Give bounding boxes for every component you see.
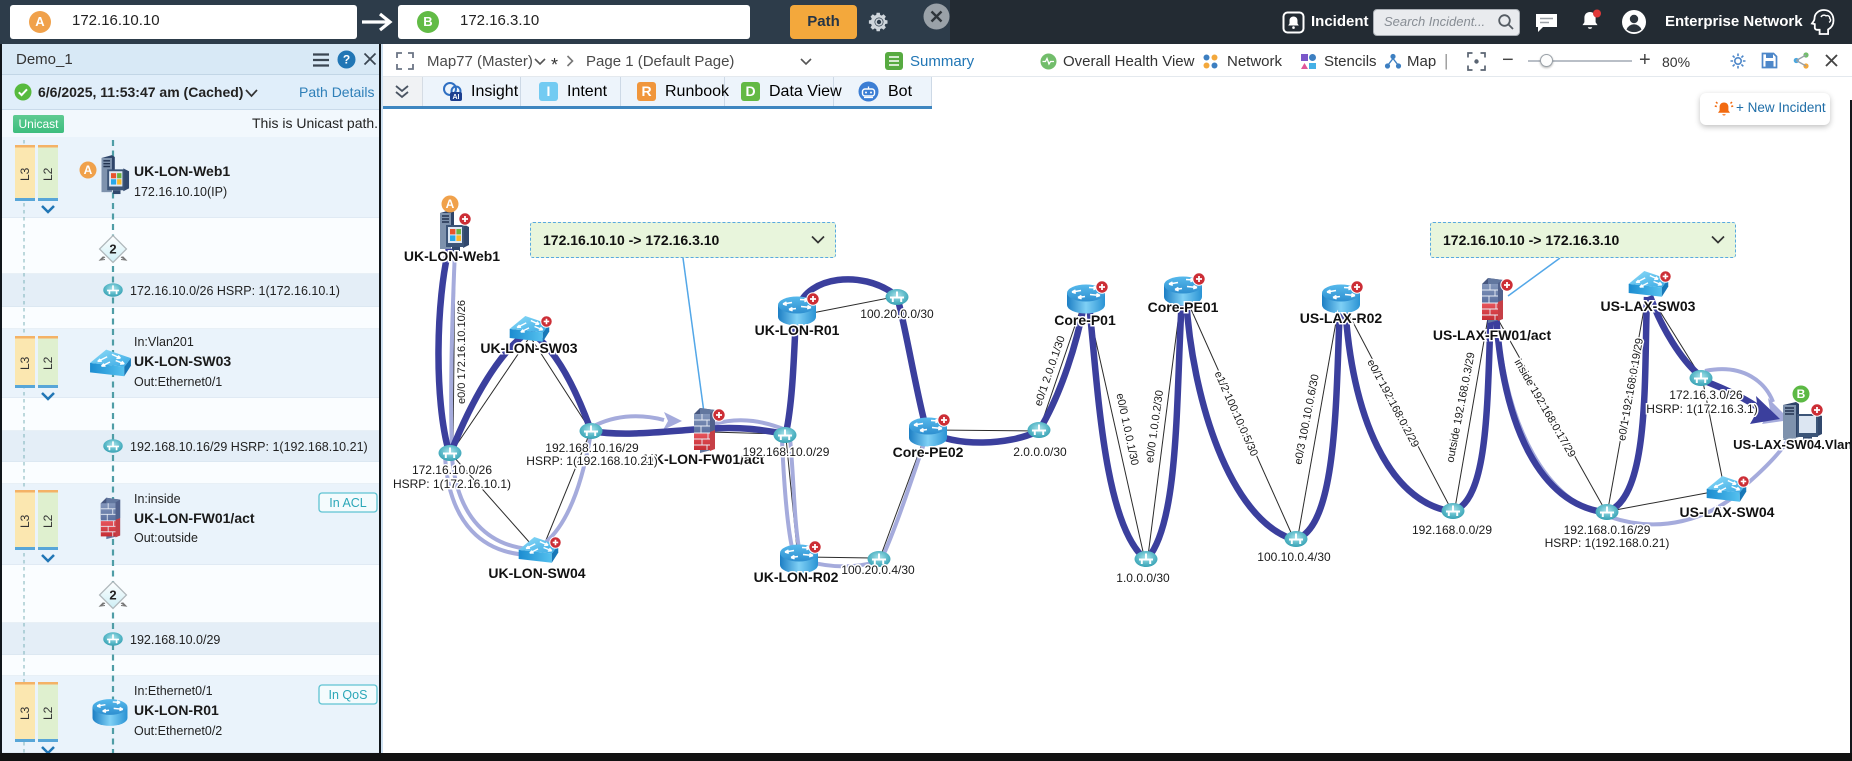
- svg-text:L3: L3: [18, 514, 32, 528]
- svg-text:In:inside: In:inside: [134, 492, 181, 506]
- svg-text:Out:Ethernet0/1: Out:Ethernet0/1: [134, 375, 222, 389]
- svg-text:UK-LON-Web1: UK-LON-Web1: [404, 248, 500, 264]
- svg-text:e0/0 1.0.0.1/30: e0/0 1.0.0.1/30: [1113, 392, 1140, 466]
- svg-text:?: ?: [343, 53, 350, 67]
- svg-text:US-LAX-R02: US-LAX-R02: [1300, 310, 1383, 326]
- svg-text:UK-LON-SW03: UK-LON-SW03: [134, 353, 231, 369]
- svg-text:100.20.0.4/30: 100.20.0.4/30: [841, 563, 915, 577]
- svg-text:L3: L3: [18, 356, 32, 370]
- svg-text:192.168.0.16/29: 192.168.0.16/29: [1564, 523, 1651, 537]
- svg-text:Out:outside: Out:outside: [134, 531, 198, 545]
- svg-text:UK-LON-SW04: UK-LON-SW04: [488, 565, 585, 581]
- svg-text:L2: L2: [41, 167, 55, 181]
- svg-text:L3: L3: [18, 706, 32, 720]
- svg-text:100.10.0.4/30: 100.10.0.4/30: [1257, 550, 1331, 564]
- svg-text:US-LAX-SW04.Vlan20: US-LAX-SW04.Vlan20: [1733, 437, 1852, 452]
- svg-text:UK-LON-FW01/act: UK-LON-FW01/act: [644, 451, 765, 467]
- svg-text:In ACL: In ACL: [329, 496, 367, 510]
- svg-text:2: 2: [109, 588, 116, 603]
- svg-text:US-LAX-SW04: US-LAX-SW04: [1680, 504, 1775, 520]
- svg-text:L2: L2: [41, 706, 55, 720]
- svg-text:UK-LON-R02: UK-LON-R02: [754, 569, 839, 585]
- svg-text:US-LAX-SW03: US-LAX-SW03: [1601, 298, 1696, 314]
- svg-text:UK-LON-SW03: UK-LON-SW03: [480, 340, 577, 356]
- svg-text:HSRP: 1(192.168.10.21): HSRP: 1(192.168.10.21): [526, 454, 657, 468]
- svg-text:In QoS: In QoS: [329, 688, 368, 702]
- svg-text:192.168.0.0/29: 192.168.0.0/29: [1412, 523, 1492, 537]
- svg-text:Core-PE01: Core-PE01: [1148, 299, 1219, 315]
- svg-text:e0/0 1.0.0.2/30: e0/0 1.0.0.2/30: [1144, 389, 1166, 463]
- svg-text:B: B: [1797, 387, 1806, 401]
- svg-text:100.20.0.0/30: 100.20.0.0/30: [860, 307, 934, 321]
- svg-text:US-LAX-FW01/act: US-LAX-FW01/act: [1433, 327, 1552, 343]
- svg-text:172.16.10.0/26 HSRP: 1(172.16.: 172.16.10.0/26 HSRP: 1(172.16.10.1): [130, 284, 340, 298]
- svg-text:In:Vlan201: In:Vlan201: [134, 335, 194, 349]
- svg-text:172.16.10.10(IP): 172.16.10.10(IP): [134, 185, 227, 199]
- svg-text:UK-LON-R01: UK-LON-R01: [755, 322, 840, 338]
- svg-text:AI: AI: [453, 94, 460, 101]
- svg-text:e0/3 100.10.0.6/30: e0/3 100.10.0.6/30: [1292, 373, 1321, 465]
- svg-text:2.0.0.0/30: 2.0.0.0/30: [1013, 445, 1067, 459]
- svg-text:Out:Ethernet0/2: Out:Ethernet0/2: [134, 724, 222, 738]
- svg-text:Core-P01: Core-P01: [1054, 312, 1116, 328]
- svg-text:e0/1 2.0.0.1/30: e0/1 2.0.0.1/30: [1033, 334, 1068, 407]
- svg-text:192.168.10.0/29: 192.168.10.0/29: [743, 445, 830, 459]
- svg-text:A: A: [446, 197, 455, 211]
- svg-text:172.16.10.0/26: 172.16.10.0/26: [412, 463, 492, 477]
- svg-text:172.16.3.0/26: 172.16.3.0/26: [1669, 388, 1743, 402]
- svg-text:UK-LON-Web1: UK-LON-Web1: [134, 163, 230, 179]
- svg-text:HSRP: 1(172.16.10.1): HSRP: 1(172.16.10.1): [393, 477, 511, 491]
- svg-text:HSRP: 1(172.16.3.1): HSRP: 1(172.16.3.1): [1646, 402, 1757, 416]
- svg-text:192.168.10.0/29: 192.168.10.0/29: [130, 633, 220, 647]
- svg-text:HSRP: 1(192.168.0.21): HSRP: 1(192.168.0.21): [1545, 536, 1670, 550]
- svg-text:A: A: [84, 163, 93, 177]
- svg-text:UK-LON-R01: UK-LON-R01: [134, 702, 219, 718]
- svg-text:2: 2: [109, 242, 116, 257]
- svg-text:Core-PE02: Core-PE02: [893, 444, 964, 460]
- svg-text:In:Ethernet0/1: In:Ethernet0/1: [134, 684, 213, 698]
- svg-text:e0/0 172.16.10.10/26: e0/0 172.16.10.10/26: [456, 300, 468, 404]
- svg-text:L2: L2: [41, 514, 55, 528]
- svg-text:192.168.10.16/29: 192.168.10.16/29: [545, 441, 639, 455]
- svg-text:L3: L3: [18, 167, 32, 181]
- svg-text:1.0.0.0/30: 1.0.0.0/30: [1116, 571, 1170, 585]
- svg-text:L2: L2: [41, 356, 55, 370]
- svg-text:UK-LON-FW01/act: UK-LON-FW01/act: [134, 510, 255, 526]
- svg-text:192.168.10.16/29 HSRP: 1(192.1: 192.168.10.16/29 HSRP: 1(192.168.10.21): [130, 440, 368, 454]
